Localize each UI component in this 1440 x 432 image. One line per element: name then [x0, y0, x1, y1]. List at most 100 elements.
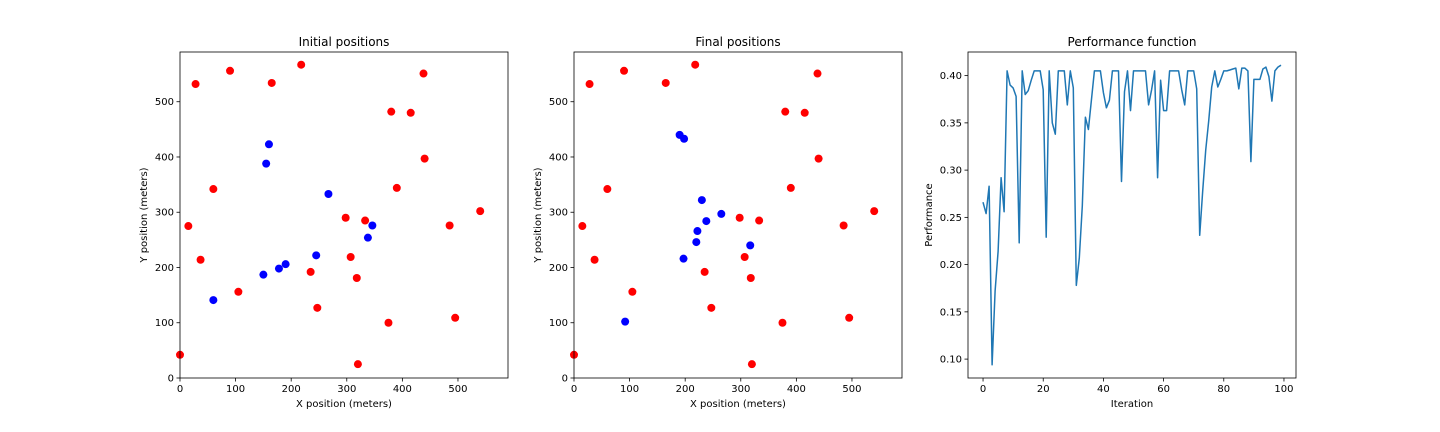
- scatter-series-2: [621, 130, 755, 326]
- plot-frame: [967, 51, 1297, 379]
- scatter-point: [361, 216, 370, 225]
- scatter-point: [392, 183, 401, 192]
- scatter-point: [590, 255, 599, 264]
- scatter-point: [755, 216, 764, 225]
- chart-title: Initial positions: [299, 35, 390, 49]
- scatter-point: [680, 134, 689, 143]
- scatter-point: [693, 227, 702, 236]
- scatter-point: [346, 252, 355, 261]
- y-axis-label: Performance: [924, 183, 935, 246]
- scatter-point: [352, 273, 361, 282]
- y-tick-label: 300: [549, 208, 568, 219]
- x-axis-label: X position (meters): [690, 399, 786, 410]
- x-tick-label: 0: [980, 384, 986, 395]
- y-tick-label: 500: [155, 97, 174, 108]
- y-tick-label: 200: [549, 263, 568, 274]
- x-tick-label: 60: [1157, 384, 1170, 395]
- scatter-point: [578, 222, 587, 231]
- scatter-point: [451, 313, 460, 322]
- y-tick-label: 0.10: [940, 355, 962, 366]
- scatter-point: [707, 303, 716, 312]
- scatter-point: [191, 80, 200, 89]
- y-tick-label: 0.30: [940, 166, 962, 177]
- scatter-point: [476, 207, 485, 216]
- chart-panel-3: Performance function 0 20 40 60 80 100 0.10 0.15…: [924, 35, 1297, 410]
- y-axis-label: Y position (meters): [139, 167, 150, 263]
- y-tick-label: 0.40: [940, 71, 962, 82]
- x-tick-label: 40: [1097, 384, 1110, 395]
- scatter-point: [234, 287, 243, 296]
- x-tick-label: 100: [1274, 384, 1293, 395]
- x-tick-label: 400: [787, 384, 806, 395]
- scatter-point: [306, 267, 315, 276]
- scatter-point: [184, 222, 193, 231]
- scatter-point: [209, 296, 218, 305]
- scatter-point: [259, 270, 268, 279]
- x-tick-label: 500: [842, 384, 861, 395]
- x-axis-label: Iteration: [1111, 399, 1153, 410]
- scatter-point: [786, 183, 795, 192]
- scatter-point: [870, 207, 879, 216]
- scatter-series-2: [209, 140, 377, 305]
- x-axis-label: X position (meters): [296, 399, 392, 410]
- y-tick-label: 100: [155, 318, 174, 329]
- scatter-point: [420, 154, 429, 163]
- scatter-point: [778, 318, 787, 327]
- scatter-point: [324, 190, 333, 199]
- scatter-point: [735, 213, 744, 222]
- scatter-point: [717, 209, 726, 218]
- scatter-point: [312, 251, 321, 260]
- x-tick-label: 80: [1217, 384, 1230, 395]
- y-tick-label: 0: [168, 374, 174, 385]
- y-tick-label: 0.35: [940, 118, 962, 129]
- scatter-point: [845, 313, 854, 322]
- scatter-point: [445, 221, 454, 230]
- scatter-point: [603, 185, 612, 194]
- scatter-point: [691, 60, 700, 69]
- chart-title: Performance function: [1068, 35, 1197, 49]
- x-tick-label: 100: [226, 384, 245, 395]
- scatter-point: [839, 221, 848, 230]
- scatter-point: [419, 69, 428, 78]
- scatter-point: [313, 303, 322, 312]
- y-tick-label: 400: [155, 152, 174, 163]
- scatter-point: [697, 196, 706, 205]
- scatter-point: [196, 255, 205, 264]
- chart-panel-1: Initial positions 0 100 200 300 400 500 0 100 200…: [139, 35, 509, 410]
- scatter-point: [297, 60, 306, 69]
- scatter-point: [585, 80, 594, 89]
- y-tick-label: 0.15: [940, 307, 962, 318]
- scatter-point: [661, 78, 670, 87]
- scatter-point: [406, 108, 415, 117]
- scatter-point: [384, 318, 393, 327]
- scatter-series-1: [570, 60, 879, 369]
- x-tick-label: 300: [731, 384, 750, 395]
- x-tick-label: 200: [676, 384, 695, 395]
- chart-panel-2: Final positions 0 100 200 300 400 500 0 100 200 30…: [533, 35, 903, 410]
- y-tick-label: 0.25: [940, 213, 962, 224]
- x-tick-label: 0: [177, 384, 183, 395]
- scatter-point: [781, 107, 790, 116]
- scatter-point: [813, 69, 822, 78]
- y-tick-label: 0.20: [940, 260, 962, 271]
- chart-title: Final positions: [695, 35, 780, 49]
- scatter-point: [264, 140, 273, 149]
- y-tick-label: 100: [549, 318, 568, 329]
- scatter-point: [226, 66, 235, 75]
- scatter-point: [800, 108, 809, 117]
- x-tick-label: 400: [393, 384, 412, 395]
- x-tick-label: 20: [1037, 384, 1050, 395]
- scatter-point: [620, 66, 629, 75]
- x-tick-label: 100: [620, 384, 639, 395]
- scatter-point: [702, 217, 711, 226]
- scatter-point: [746, 241, 755, 250]
- y-tick-label: 0: [562, 374, 568, 385]
- scatter-point: [209, 185, 218, 194]
- scatter-point: [274, 264, 283, 273]
- scatter-point: [692, 238, 701, 247]
- x-tick-label: 500: [448, 384, 467, 395]
- y-tick-label: 300: [155, 208, 174, 219]
- scatter-point: [814, 154, 823, 163]
- scatter-point: [341, 213, 350, 222]
